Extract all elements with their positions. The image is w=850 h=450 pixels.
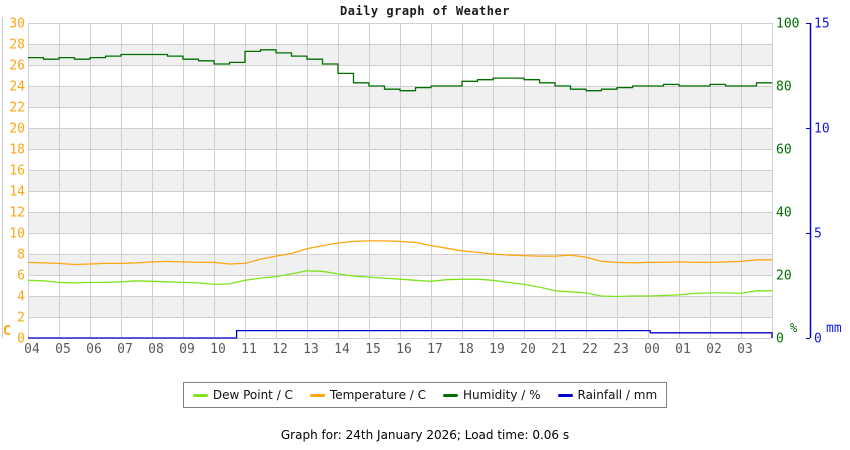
temp-tick-label: 8 [17,248,25,263]
legend-row: Dew Point / C Temperature / C Humidity / %… [0,382,850,408]
humidity-tick-label: 80 [776,80,792,95]
hour-label: 02 [706,342,722,357]
hour-label: 17 [427,342,443,357]
temp-tick-label: 2 [17,311,25,326]
humidity-tick-label: 0 [776,332,784,347]
hour-label: 23 [613,342,629,357]
rainfall-tick-label: 10 [814,122,830,137]
legend-swatch [309,393,325,397]
series-humidity [28,49,772,92]
legend-swatch [192,393,208,397]
hour-label: 20 [520,342,536,357]
chart-legend: Dew Point / C Temperature / C Humidity / %… [182,382,668,408]
chart-footer: Graph for: 24th January 2026; Load time:… [280,428,570,442]
series-temperature-c [27,240,772,266]
temp-tick-label: 14 [9,185,25,200]
legend-item: Humidity / % [443,388,541,402]
legend-label: Dew Point / C [212,388,293,402]
series-dew-point-c [27,270,772,298]
hour-label: 01 [675,342,691,357]
gridlines [28,23,773,339]
temp-tick-label: 26 [9,59,25,74]
humidity-tick-label: 60 [776,143,792,158]
temp-tick-label: 20 [9,122,25,137]
temp-tick-label: 10 [9,227,25,242]
temp-tick-label: 22 [9,101,25,116]
hour-label: 04 [24,342,40,357]
hour-label: 06 [86,342,102,357]
temp-tick-label: 12 [9,206,25,221]
hour-label: 21 [551,342,567,357]
hour-label: 13 [303,342,319,357]
temp-tick-label: 18 [9,143,25,158]
hour-label: 15 [365,342,381,357]
humidity-tick-label: 100 [776,17,799,32]
rainfall-axis-labels: 0 5 10 15 [806,17,830,347]
humidity-axis-unit: % [790,321,798,335]
rainfall-tick-label: 5 [814,227,822,242]
hour-label: 22 [582,342,598,357]
x-axis-labels: 04 05 06 07 08 09 10 11 12 13 14 15 16 17 18 19 20 21 22 23… [24,342,753,357]
chart-title: Daily graph of Weather [340,4,510,18]
hour-label: 08 [148,342,164,357]
temp-tick-label: 6 [17,269,25,284]
legend-label: Temperature / C [329,388,427,402]
rainfall-tick-label: 0 [814,332,822,347]
hour-label: 05 [55,342,71,357]
hour-label: 10 [210,342,226,357]
temp-axis-unit: C [3,324,11,339]
temp-tick-label: 30 [9,17,25,32]
legend-swatch [557,393,573,397]
hour-label: 12 [272,342,288,357]
hour-label: 14 [334,342,350,357]
temp-tick-label: 4 [17,290,25,305]
hour-label: 19 [489,342,505,357]
hour-label: 03 [737,342,753,357]
rainfall-tick-label: 15 [814,17,830,32]
hour-label: 18 [458,342,474,357]
legend-label: Humidity / % [463,388,541,402]
humidity-tick-label: 40 [776,206,792,221]
humidity-tick-label: 20 [776,269,792,284]
legend-item: Dew Point / C [192,388,293,402]
legend-item: Temperature / C [309,388,427,402]
series-rainfall-mm [28,329,773,339]
hour-label: 07 [117,342,133,357]
temp-tick-label: 28 [9,38,25,53]
temp-tick-label: 0 [17,332,25,347]
legend-label: Rainfall / mm [577,388,658,402]
hour-label: 09 [179,342,195,357]
humidity-axis-labels: 0 20 40 60 80 100 [776,17,799,347]
hour-label: 00 [644,342,660,357]
temp-tick-label: 16 [9,164,25,179]
rainfall-axis-unit: mm [826,321,842,336]
temp-tick-label: 24 [9,80,25,95]
legend-swatch [443,393,459,397]
legend-item: Rainfall / mm [557,388,658,402]
hour-label: 16 [396,342,412,357]
hour-label: 11 [241,342,257,357]
